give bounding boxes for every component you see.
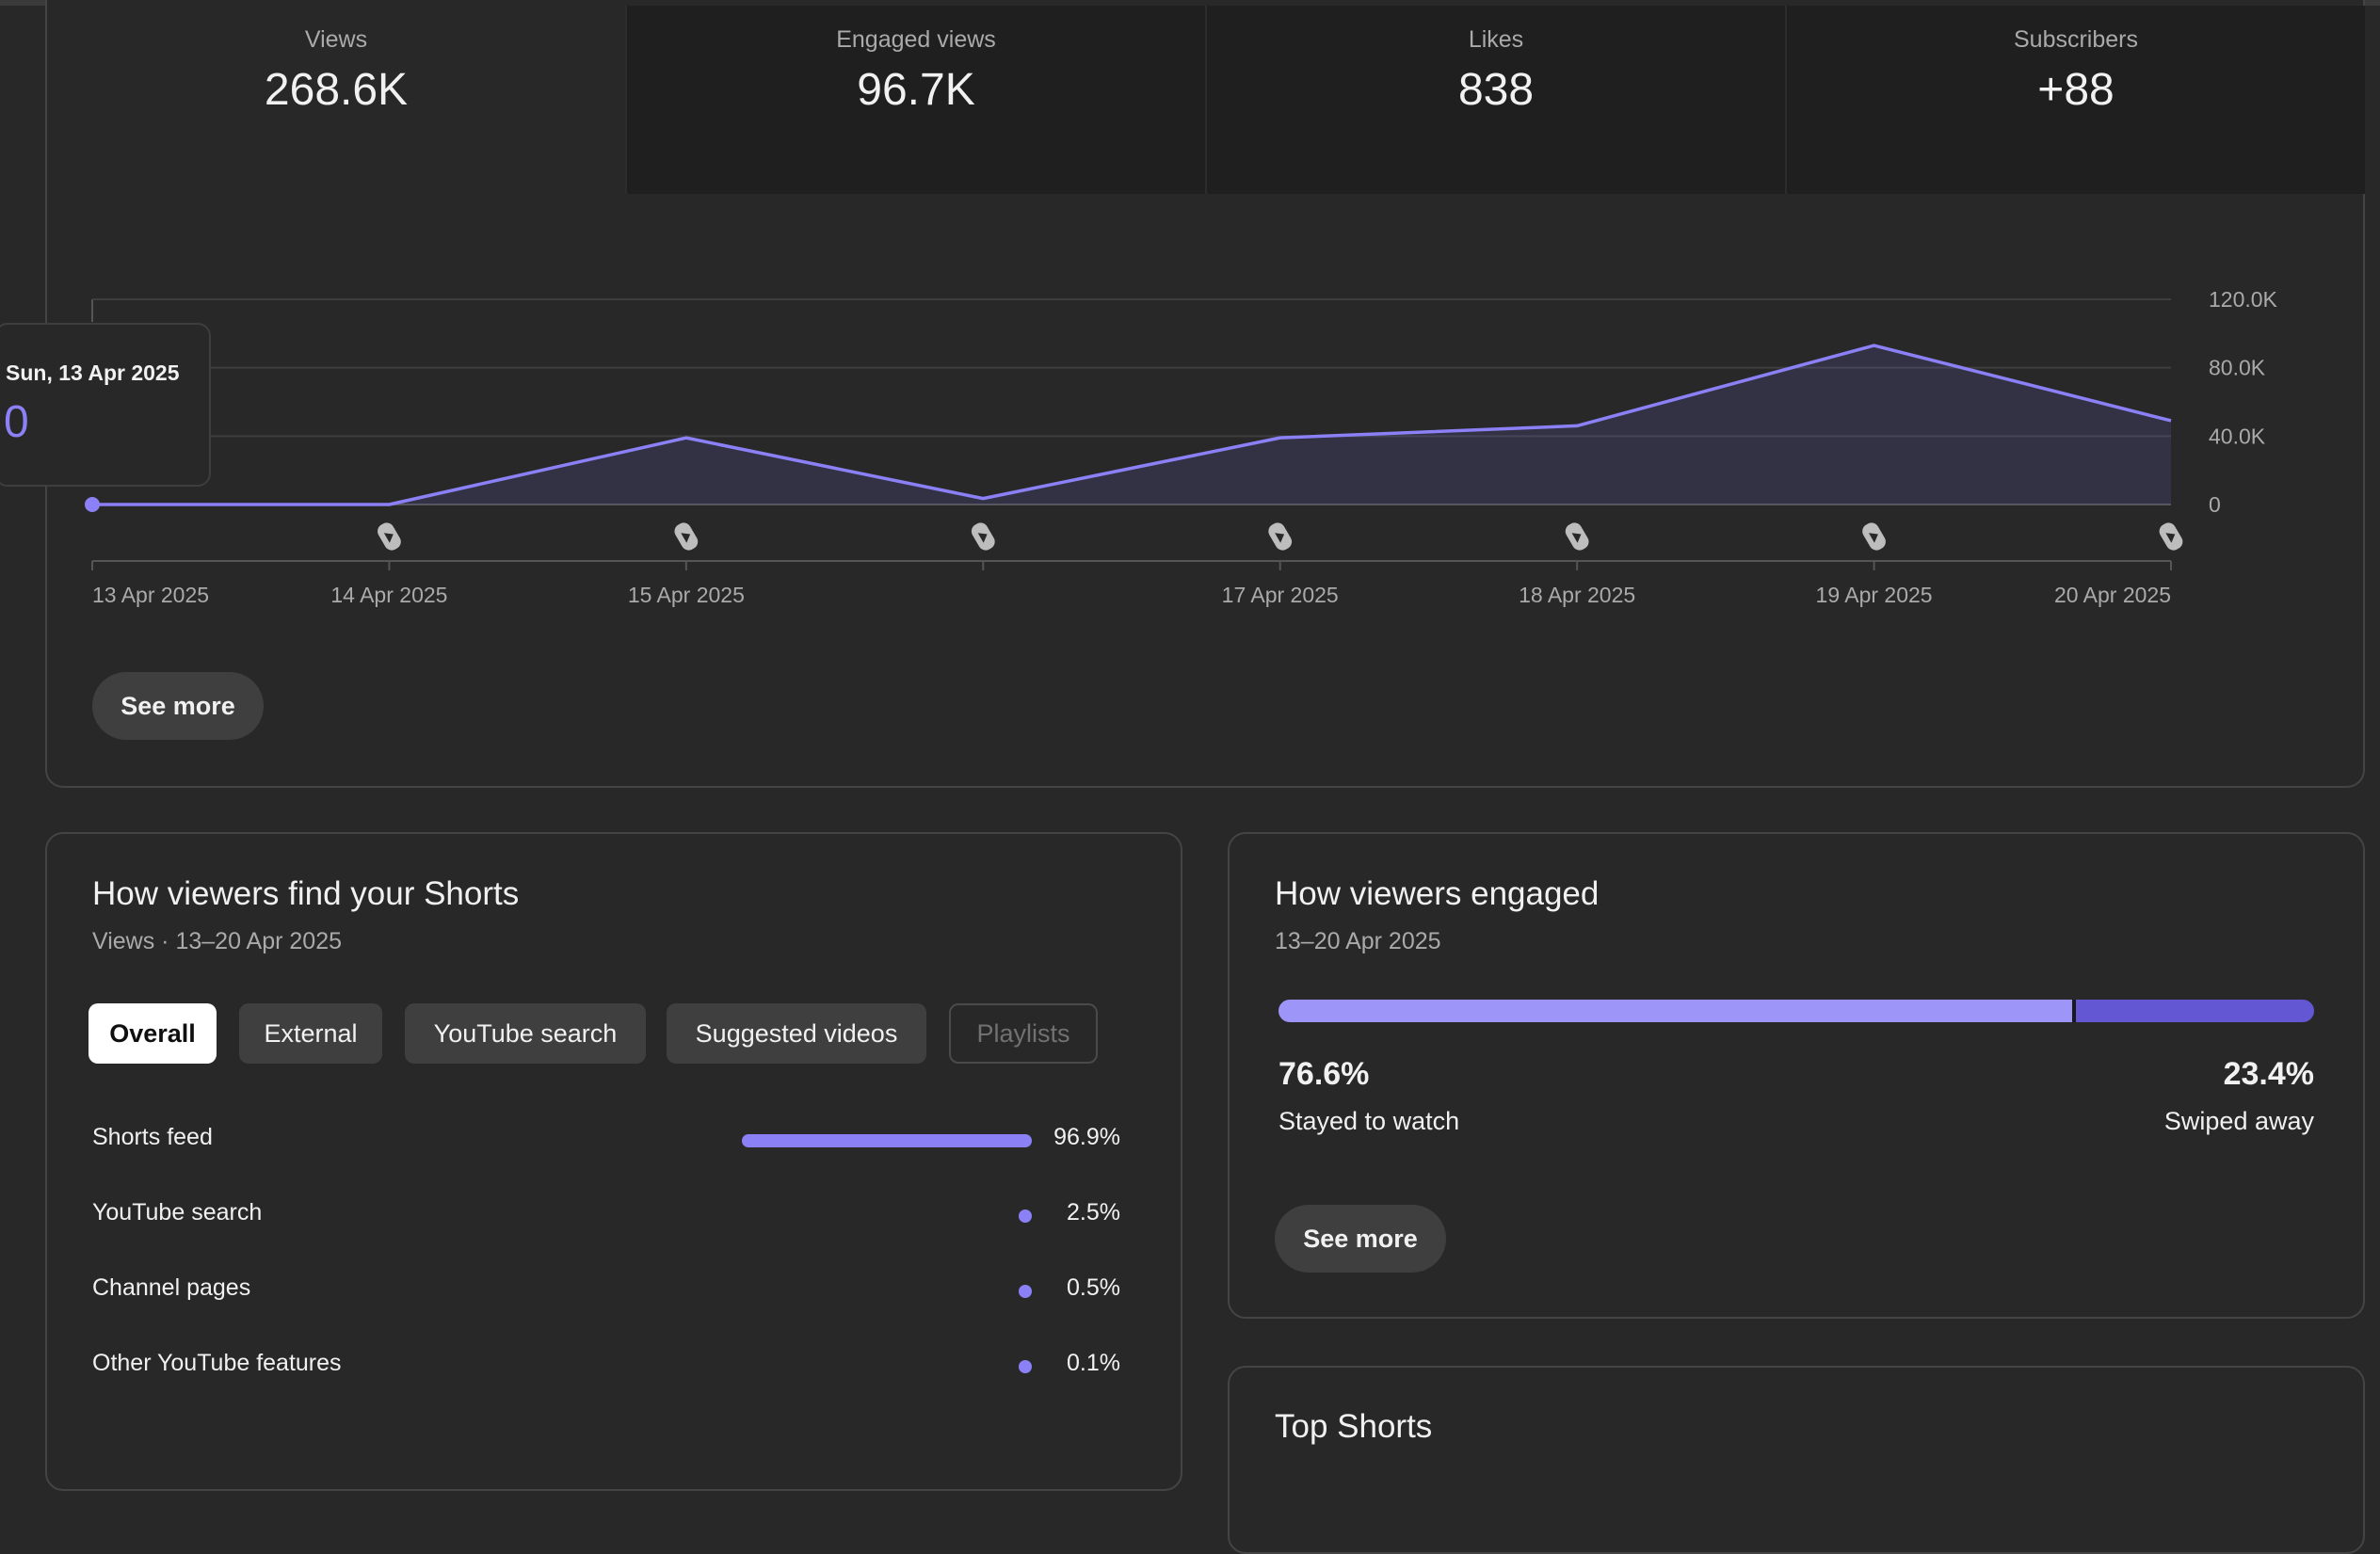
source-percent: 2.5%: [1067, 1199, 1120, 1226]
y-tick-label: 120.0K: [2209, 287, 2278, 312]
source-percent: 96.9%: [1053, 1124, 1120, 1150]
tooltip-date: Sun, 13 Apr 2025: [6, 360, 180, 385]
list-item: Channel pages 0.5%: [92, 1273, 1120, 1310]
x-tick-label: 13 Apr 2025: [92, 583, 209, 607]
chip-youtube-search[interactable]: YouTube search: [405, 1003, 646, 1064]
metric-label: Engaged views: [836, 26, 996, 53]
metric-label: Likes: [1468, 26, 1524, 53]
source-bar: [1019, 1210, 1032, 1223]
metric-tabs: Views 268.6K Engaged views 96.7K Likes 8…: [47, 6, 2365, 194]
chip-suggested-videos[interactable]: Suggested videos: [667, 1003, 926, 1064]
chart-area: [92, 345, 2171, 505]
y-tick-label: 0: [2209, 492, 2221, 517]
source-label: YouTube search: [92, 1199, 263, 1226]
list-item: YouTube search 2.5%: [92, 1197, 1120, 1235]
segment-divider: [2071, 1000, 2076, 1022]
shorts-icon[interactable]: [1265, 521, 1295, 553]
source-label: Other YouTube features: [92, 1350, 342, 1376]
y-tick-label: 80.0K: [2209, 356, 2266, 380]
source-bar: [1019, 1285, 1032, 1298]
metric-label: Subscribers: [2014, 26, 2138, 53]
shorts-icon[interactable]: [969, 521, 998, 553]
swiped-segment: [2075, 1000, 2314, 1022]
swiped-percent: 23.4%: [2223, 1056, 2314, 1092]
metric-tab-subscribers[interactable]: Subscribers +88: [1787, 6, 2365, 194]
source-percent: 0.1%: [1067, 1350, 1120, 1376]
shorts-icon[interactable]: [375, 521, 404, 553]
x-tick-label: 15 Apr 2025: [628, 583, 745, 607]
tooltip-value: 0: [4, 397, 29, 447]
y-tick-label: 40.0K: [2209, 424, 2266, 448]
source-bar: [1019, 1360, 1032, 1373]
traffic-sources-subtitle: Views · 13–20 Apr 2025: [92, 928, 343, 954]
swiped-label: Swiped away: [2163, 1107, 2314, 1135]
chart-tooltip: Sun, 13 Apr 2025 0: [0, 323, 211, 487]
metric-value: 268.6K: [264, 65, 409, 115]
chip-playlists: Playlists: [949, 1003, 1098, 1064]
engagement-see-more-button[interactable]: See more: [1275, 1205, 1446, 1273]
see-more-button[interactable]: See more: [92, 672, 264, 740]
metric-tab-engaged-views[interactable]: Engaged views 96.7K: [627, 6, 1207, 194]
chart-point-selected: [85, 497, 100, 512]
top-shorts-title: Top Shorts: [1275, 1408, 1433, 1445]
shorts-icon[interactable]: [2157, 521, 2186, 553]
x-tick-label: 14 Apr 2025: [330, 583, 447, 607]
views-chart[interactable]: 0 40.0K 80.0K 120.0K 13 Apr 2025 14 Apr 2025 1…: [0, 273, 2380, 631]
x-tick-label: 20 Apr 2025: [2054, 583, 2171, 607]
shorts-icon[interactable]: [1859, 521, 1889, 553]
engagement-bar: [1278, 1000, 2314, 1022]
metric-tab-likes[interactable]: Likes 838: [1207, 6, 1787, 194]
stayed-segment: [1278, 1000, 2072, 1022]
list-item: Other YouTube features 0.1%: [92, 1348, 1120, 1386]
chart-line: [92, 344, 2172, 506]
engagement-subtitle: 13–20 Apr 2025: [1275, 928, 1441, 954]
metric-value: +88: [2037, 65, 2115, 115]
list-item: Shorts feed 96.9%: [92, 1122, 1120, 1160]
chip-overall[interactable]: Overall: [88, 1003, 217, 1064]
engagement-title: How viewers engaged: [1275, 875, 1600, 912]
x-tick-label: 18 Apr 2025: [1519, 583, 1635, 607]
shorts-icon[interactable]: [1563, 521, 1592, 553]
source-bar: [742, 1134, 1032, 1147]
metric-label: Views: [304, 26, 368, 53]
source-percent: 0.5%: [1067, 1274, 1120, 1301]
source-label: Shorts feed: [92, 1124, 213, 1150]
stayed-label: Stayed to watch: [1278, 1107, 1460, 1135]
x-tick-label: 19 Apr 2025: [1816, 583, 1933, 607]
traffic-sources-card: [45, 832, 1182, 1491]
metric-value: 838: [1457, 65, 1535, 115]
source-label: Channel pages: [92, 1274, 251, 1301]
top-shorts-card: [1228, 1366, 2365, 1554]
traffic-sources-title: How viewers find your Shorts: [92, 875, 520, 912]
stayed-percent: 76.6%: [1278, 1056, 1370, 1092]
metric-value: 96.7K: [857, 65, 975, 115]
x-tick-label: 17 Apr 2025: [1222, 583, 1339, 607]
chip-external[interactable]: External: [239, 1003, 382, 1064]
metric-tab-views[interactable]: Views 268.6K: [47, 6, 627, 194]
shorts-icon[interactable]: [672, 521, 701, 553]
